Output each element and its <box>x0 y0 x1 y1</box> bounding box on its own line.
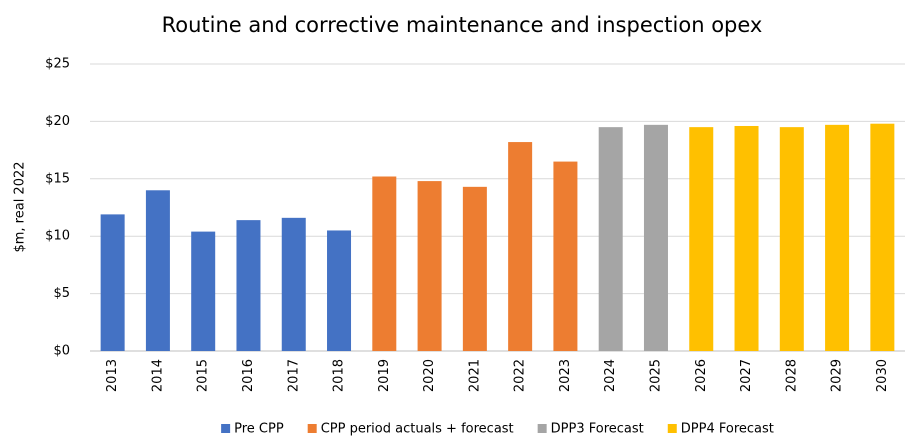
y-tick-label: $25 <box>45 57 70 72</box>
bar <box>372 176 397 351</box>
legend-swatch <box>667 424 677 433</box>
bar <box>598 127 623 351</box>
bar <box>689 127 714 351</box>
bar <box>870 123 895 351</box>
y-tick-label: $10 <box>45 229 70 244</box>
y-axis-label: $m, real 2022 <box>13 161 28 252</box>
legend-swatch <box>307 424 317 433</box>
bar <box>734 125 759 351</box>
x-tick-label: 2020 <box>422 359 437 392</box>
bar <box>191 231 216 351</box>
bar <box>145 190 170 351</box>
bar <box>327 230 352 351</box>
bar <box>825 124 850 352</box>
x-tick-label: 2015 <box>196 359 211 392</box>
legend-swatch <box>537 424 547 433</box>
bar <box>417 181 442 351</box>
x-tick-label: 2023 <box>558 359 573 392</box>
x-tick-label: 2024 <box>603 359 618 392</box>
x-tick-label: 2013 <box>105 359 120 392</box>
legend-label: Pre CPP <box>234 422 284 437</box>
x-tick-label: 2030 <box>875 359 890 392</box>
x-tick-label: 2016 <box>241 359 256 392</box>
bar <box>236 220 261 351</box>
bar <box>462 186 487 351</box>
y-tick-label: $0 <box>53 344 70 359</box>
x-tick-label: 2027 <box>739 359 754 392</box>
x-tick-label: 2029 <box>830 359 845 392</box>
bar <box>779 127 804 351</box>
y-tick-label: $5 <box>53 286 70 301</box>
x-tick-label: 2025 <box>648 359 663 392</box>
legend-label: DPP4 Forecast <box>681 422 774 437</box>
legend-swatch <box>221 424 231 433</box>
x-tick-label: 2018 <box>332 359 347 392</box>
x-tick-label: 2028 <box>784 359 799 392</box>
bar <box>281 217 306 351</box>
x-tick-label: 2022 <box>513 359 528 392</box>
legend-label: DPP3 Forecast <box>551 422 644 437</box>
y-tick-label: $15 <box>45 171 70 186</box>
chart-title: Routine and corrective maintenance and i… <box>162 13 763 37</box>
x-tick-label: 2014 <box>150 359 165 392</box>
bar <box>100 214 125 351</box>
legend-label: CPP period actuals + forecast <box>321 422 514 437</box>
x-tick-label: 2021 <box>467 359 482 392</box>
x-tick-label: 2026 <box>694 359 709 392</box>
bar <box>508 142 533 351</box>
y-tick-label: $20 <box>45 114 70 129</box>
bar <box>553 161 578 351</box>
bar <box>643 124 668 352</box>
x-tick-label: 2019 <box>377 359 392 392</box>
x-tick-label: 2017 <box>286 359 301 392</box>
